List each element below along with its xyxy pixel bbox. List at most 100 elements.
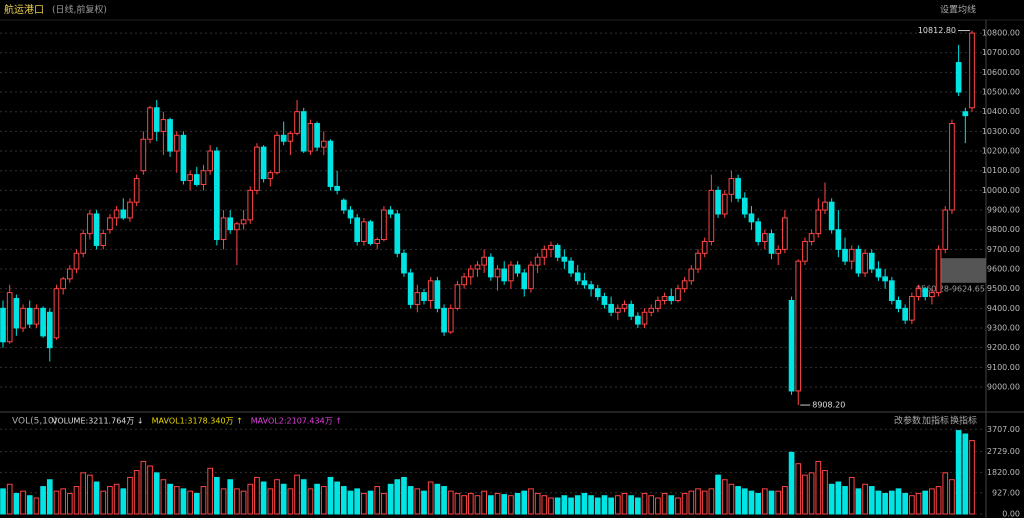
volume-bar [467, 492, 474, 515]
volume-bar [327, 476, 334, 515]
volume-bar [755, 492, 761, 515]
candle-body [909, 296, 915, 321]
candle-body [935, 248, 942, 294]
title: 航运港口 [4, 3, 44, 16]
volume-bar [628, 495, 635, 515]
volume-bar [688, 490, 695, 515]
candle-body [367, 221, 374, 244]
volume-bar [715, 474, 721, 515]
volume-bar [501, 494, 508, 515]
volume-bar [87, 474, 93, 515]
volume-bar [427, 481, 434, 515]
volume-bar [795, 463, 802, 515]
candle-body [314, 123, 320, 148]
candle-body [113, 209, 120, 219]
indicator-button[interactable]: 加指标 [922, 415, 949, 427]
y-tick-label: 9200.00 [987, 343, 1020, 352]
volume-bar [401, 476, 407, 515]
candle-body [741, 197, 748, 215]
candle-body [488, 256, 494, 278]
y-tick-label: 10200.00 [982, 147, 1020, 156]
volume-bar [394, 479, 401, 515]
candle-body [60, 278, 66, 290]
volume-bar [454, 492, 461, 515]
candle-body [46, 311, 53, 349]
y-tick-label: 1820.00 [987, 468, 1020, 477]
volume-bar [60, 488, 66, 515]
volume-bar [808, 472, 815, 515]
y-tick-label: 9300.00 [987, 324, 1020, 333]
volume-bar [173, 486, 180, 515]
volume-bar [240, 490, 247, 515]
candle-body [768, 233, 775, 254]
range-band [940, 258, 986, 283]
volume-bar [521, 490, 528, 515]
candle-body [554, 244, 561, 258]
candle-body [875, 268, 882, 278]
volume-bar [949, 479, 955, 515]
volume-bar [441, 486, 447, 515]
candle-body [842, 248, 848, 262]
candle-body [220, 217, 227, 241]
volume-bar [340, 486, 347, 515]
candle-body [614, 307, 621, 313]
y-tick-label: 10000.00 [982, 186, 1020, 195]
volume-bar [421, 490, 427, 515]
candle-body [120, 209, 127, 219]
candle-body [133, 178, 140, 203]
candle-body [782, 217, 788, 250]
candle-body [828, 201, 835, 231]
volume-bar [534, 492, 541, 515]
candle-body [107, 217, 113, 231]
candle-body [855, 248, 862, 274]
volume-bar [888, 490, 895, 515]
volume-bar [902, 492, 909, 515]
candle-body [521, 272, 528, 290]
candle-body [548, 244, 554, 250]
candle-body [274, 134, 280, 174]
candle-body [167, 119, 173, 152]
volume-bar [942, 472, 949, 515]
candle-body [822, 201, 828, 211]
volume-bar [748, 490, 755, 515]
volume-bar [66, 492, 73, 515]
volume-bar [594, 497, 601, 515]
candle-body [73, 252, 80, 270]
candle-body [775, 248, 782, 254]
volume-bar [875, 490, 882, 515]
candle-body [949, 123, 955, 211]
candle-body [655, 299, 661, 309]
ma-setting[interactable]: 设置均线 [940, 4, 976, 16]
volume-bar [621, 492, 628, 515]
volume-bar [320, 486, 327, 515]
candle-body [835, 229, 842, 250]
volume-bar [608, 497, 614, 515]
volume-bar [775, 490, 782, 515]
volume-bar [909, 495, 915, 515]
candle-body [888, 280, 895, 301]
y-tick-label: 3707.00 [987, 425, 1020, 434]
candle-body [421, 292, 427, 301]
y-tick-label: 10100.00 [982, 166, 1020, 175]
legend-entry: VOLUME:3211.764万 ↓ [52, 417, 144, 426]
candle-body [528, 264, 534, 290]
candle-body [240, 219, 247, 225]
volume-bar [414, 488, 421, 515]
candle-body [307, 123, 314, 152]
indicator-button[interactable]: 改参数 [894, 415, 921, 427]
candle-body [628, 303, 635, 317]
candle-body [494, 268, 501, 278]
candle-body [267, 172, 274, 180]
candle-body [334, 185, 340, 191]
candle-body [695, 252, 701, 270]
candle-body [287, 132, 294, 142]
volume-bar [140, 460, 147, 515]
candle-body [173, 134, 180, 152]
volume-bar [147, 465, 153, 515]
volume-bar [447, 490, 454, 515]
candle-body [414, 292, 421, 305]
candle-body [574, 272, 581, 282]
indicator-button[interactable]: 换指标 [950, 415, 977, 427]
candle-body [160, 119, 167, 132]
